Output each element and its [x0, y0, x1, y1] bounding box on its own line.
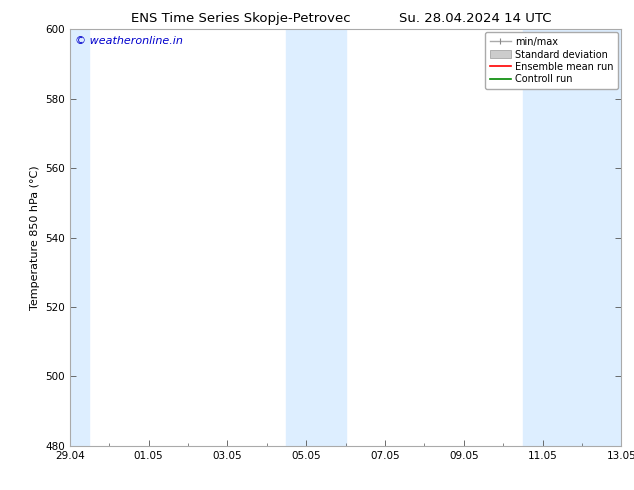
Text: ENS Time Series Skopje-Petrovec: ENS Time Series Skopje-Petrovec: [131, 12, 351, 25]
Text: © weatheronline.in: © weatheronline.in: [75, 36, 183, 46]
Text: Su. 28.04.2024 14 UTC: Su. 28.04.2024 14 UTC: [399, 12, 552, 25]
Legend: min/max, Standard deviation, Ensemble mean run, Controll run: min/max, Standard deviation, Ensemble me…: [485, 32, 618, 89]
Bar: [70, 29, 89, 446]
Y-axis label: Temperature 850 hPa (°C): Temperature 850 hPa (°C): [30, 165, 39, 310]
Bar: [287, 29, 346, 446]
Bar: [523, 29, 621, 446]
